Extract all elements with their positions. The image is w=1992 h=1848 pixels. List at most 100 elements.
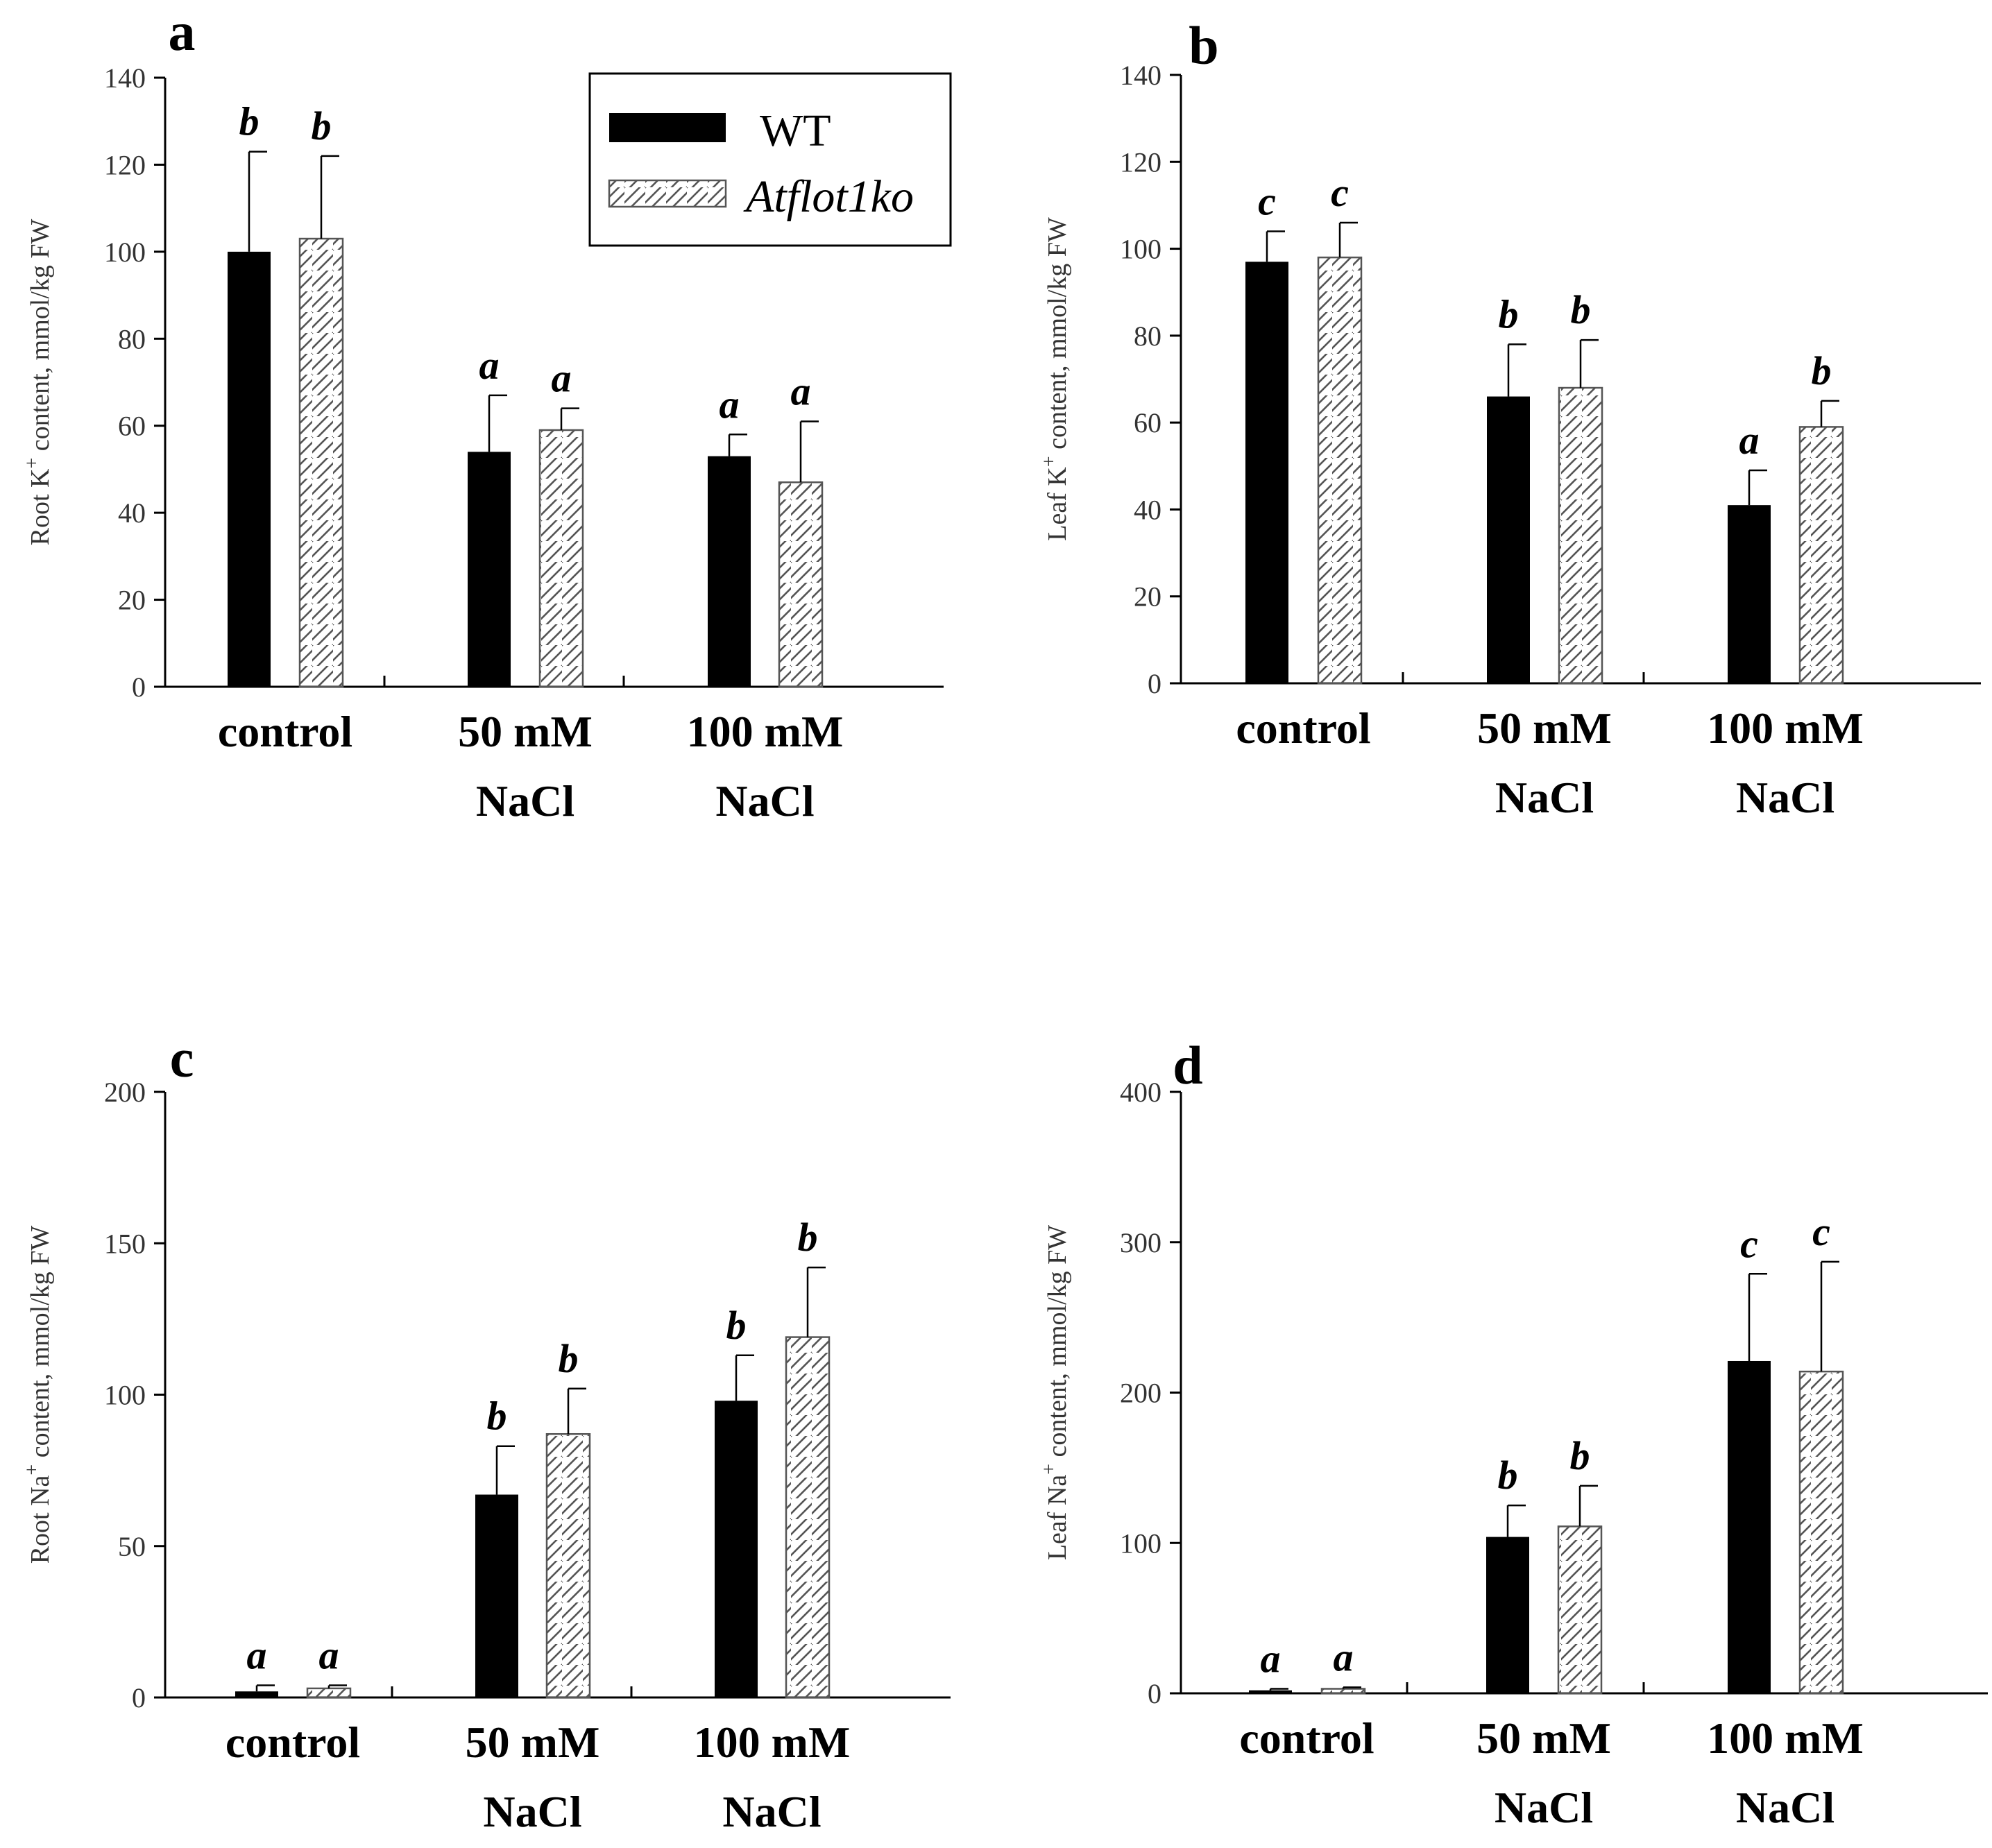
chart-panel-a: 0 20 40 60 80 100 120 140 Root K+ content, mmol/…: [22, 1, 944, 825]
x-category-label: 100 mM: [1707, 703, 1864, 753]
y-tick-label: 20: [1134, 581, 1161, 613]
bar-wt: [708, 456, 751, 687]
significance-letter: c: [1812, 1209, 1830, 1254]
bar-wt: [1249, 1690, 1292, 1693]
significance-letter: c: [1258, 179, 1276, 224]
x-category-label: 100 mM: [694, 1718, 851, 1767]
bar-wt: [235, 1691, 278, 1697]
significance-letter: c: [1331, 170, 1349, 215]
x-category-label: 100 mM: [1707, 1713, 1864, 1763]
bar-atflot1ko: [306, 1687, 352, 1699]
significance-letter: b: [312, 103, 332, 148]
bar-atflot1ko: [1320, 1688, 1366, 1695]
x-category-label: NaCl: [1736, 1783, 1834, 1832]
x-category-label: NaCl: [722, 1787, 821, 1836]
y-tick-label: 120: [1120, 146, 1161, 178]
significance-letter: b: [726, 1303, 747, 1348]
panel-letter: c: [170, 1028, 194, 1088]
bar-wt: [1245, 262, 1288, 684]
legend-label-wt: WT: [760, 105, 831, 156]
bar-wt: [715, 1401, 758, 1697]
bar-wt: [1728, 505, 1771, 683]
y-tick-label: 0: [1148, 668, 1161, 699]
significance-letter: b: [1570, 1433, 1590, 1478]
x-category-label: control: [218, 707, 352, 756]
panel-letter: a: [169, 1, 196, 62]
significance-letter: a: [479, 343, 500, 388]
bar-wt: [1486, 1537, 1529, 1693]
x-category-label: NaCl: [1495, 773, 1594, 822]
significance-letter: b: [1499, 291, 1519, 336]
y-tick-label: 20: [118, 585, 146, 616]
y-tick-label: 80: [1134, 320, 1161, 352]
panel-letter: d: [1173, 1035, 1202, 1095]
significance-letter: a: [791, 368, 811, 413]
legend-box: [588, 72, 952, 247]
x-category-label: control: [1236, 703, 1370, 753]
legend-label-atflot1ko: Atflot1ko: [743, 171, 914, 222]
significance-letter: b: [487, 1394, 507, 1439]
y-axis-label: Root K+ content, mmol/kg FW: [22, 219, 56, 545]
x-category-label: 50 mM: [458, 707, 593, 756]
bar-wt: [468, 452, 511, 687]
significance-letter: b: [239, 99, 259, 144]
significance-letter: a: [1334, 1634, 1354, 1679]
significance-letter: a: [247, 1633, 267, 1678]
bar-atflot1ko: [538, 429, 584, 688]
y-tick-label: 150: [104, 1228, 146, 1259]
x-category-label: 50 mM: [1477, 703, 1612, 753]
y-tick-label: 140: [104, 62, 146, 94]
x-category-label: NaCl: [483, 1787, 581, 1836]
y-tick-label: 0: [132, 671, 146, 703]
x-category-label: control: [1239, 1713, 1374, 1763]
y-tick-label: 400: [1120, 1077, 1161, 1108]
bar-atflot1ko: [1798, 1370, 1844, 1695]
significance-letter: b: [1812, 348, 1832, 393]
y-tick-label: 120: [104, 149, 146, 180]
y-tick-label: 140: [1120, 60, 1161, 91]
bar-atflot1ko: [1798, 426, 1844, 685]
x-category-label: NaCl: [476, 776, 574, 825]
y-tick-label: 100: [1120, 234, 1161, 265]
y-tick-label: 50: [118, 1531, 146, 1562]
x-category-label: 50 mM: [466, 1718, 600, 1767]
y-tick-label: 40: [1134, 494, 1161, 525]
bar-atflot1ko: [1558, 386, 1603, 685]
x-category-label: NaCl: [1736, 773, 1834, 822]
x-category-label: NaCl: [1495, 1783, 1593, 1832]
y-tick-label: 80: [118, 323, 146, 354]
bar-wt: [228, 251, 271, 687]
x-category-label: 50 mM: [1476, 1713, 1611, 1763]
y-tick-label: 40: [118, 497, 146, 529]
significance-letter: b: [559, 1336, 579, 1381]
significance-letter: b: [1571, 287, 1591, 332]
y-tick-label: 200: [104, 1077, 146, 1108]
bar-atflot1ko: [785, 1336, 831, 1699]
bar-atflot1ko: [545, 1432, 591, 1699]
y-tick-label: 0: [132, 1682, 146, 1713]
bar-atflot1ko: [298, 237, 344, 688]
significance-letter: a: [720, 382, 740, 427]
bar-atflot1ko: [1557, 1525, 1603, 1695]
significance-letter: b: [798, 1215, 818, 1260]
x-category-label: 100 mM: [687, 707, 844, 756]
bar-wt: [1487, 396, 1530, 683]
panel-letter: b: [1189, 15, 1218, 76]
significance-letter: a: [1261, 1636, 1281, 1681]
legend-swatch-atflot1ko: [608, 179, 727, 208]
bar-wt: [475, 1494, 518, 1697]
chart-panel-b: 0 20 40 60 80 100 120 140 Leaf K+ content, mmol/…: [1039, 15, 1981, 822]
legend-swatch-wt: [609, 113, 726, 142]
bar-wt: [1728, 1360, 1771, 1693]
significance-letter: a: [319, 1633, 339, 1678]
y-tick-label: 60: [118, 411, 146, 442]
significance-letter: b: [1498, 1453, 1518, 1498]
y-axis-label: Leaf K+ content, mmol/kg FW: [1039, 217, 1073, 541]
bar-atflot1ko: [1317, 256, 1363, 685]
chart-panel-d: 0 100 200 300 400 Leaf Na+ content, mmol/kg F…: [1039, 1035, 1988, 1832]
chart-panel-c: 0 50 100 150 200 Root Na+ content, mmol/kg FW…: [22, 1028, 951, 1836]
y-axis-label: Leaf Na+ content, mmol/kg FW: [1039, 1225, 1073, 1560]
y-tick-label: 100: [1120, 1528, 1161, 1559]
